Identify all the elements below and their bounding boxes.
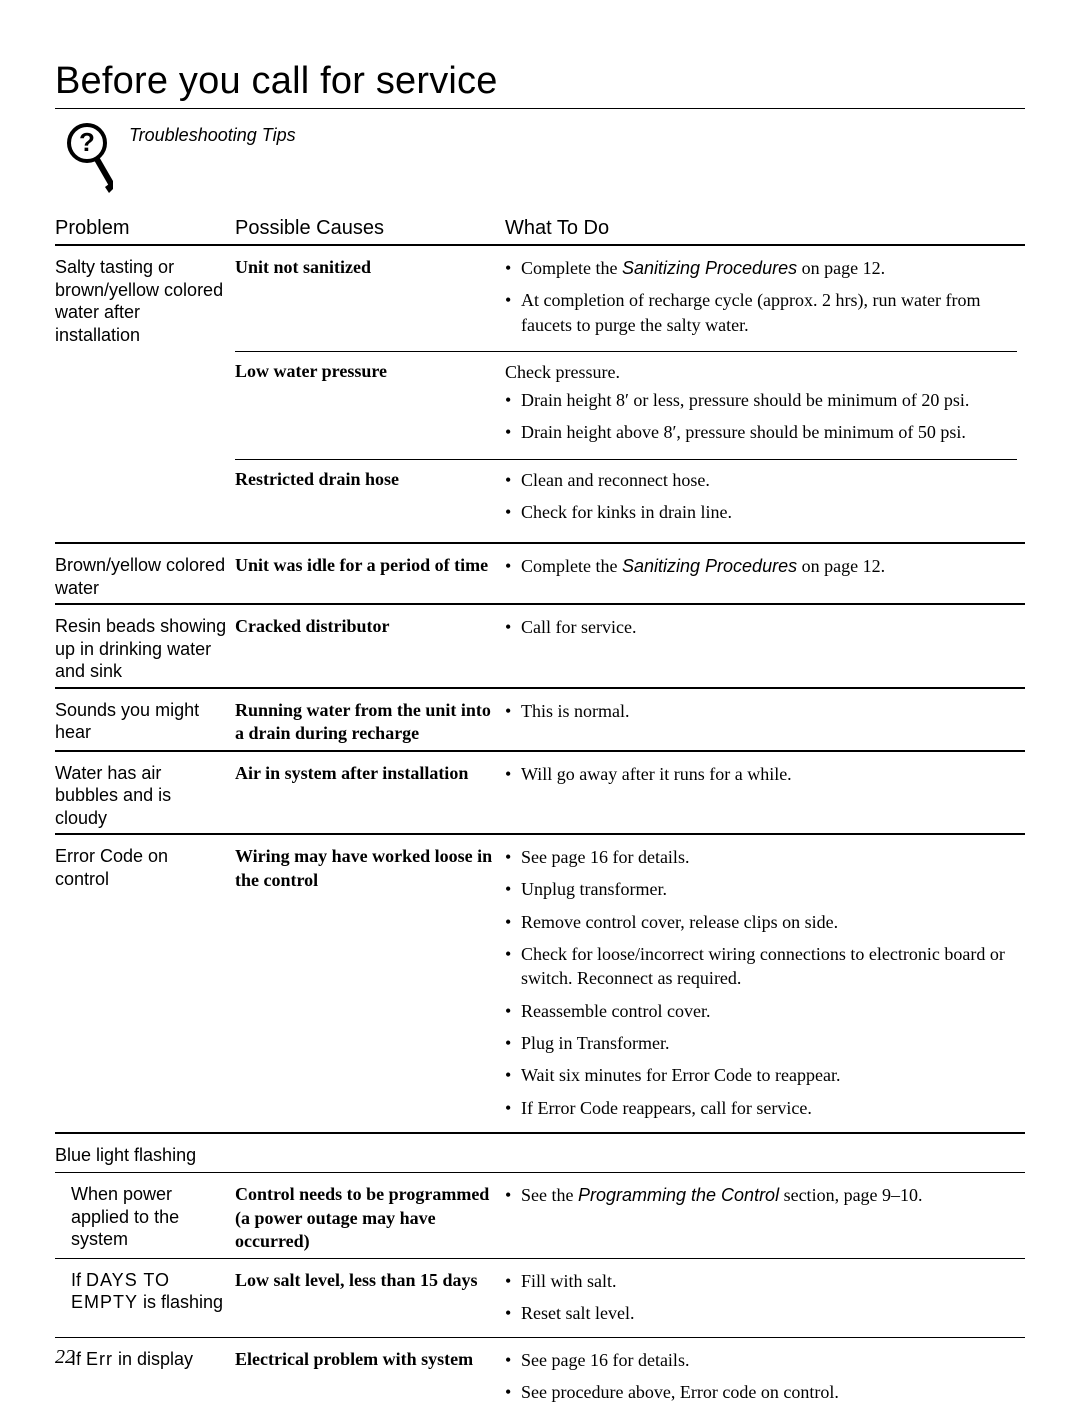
- action-em: Sanitizing Procedures: [622, 258, 797, 278]
- action-text: on page 12.: [797, 258, 885, 278]
- magnifier-question-icon: ?: [65, 121, 113, 197]
- action-item: Unplug transformer.: [505, 877, 1025, 901]
- table-row: If DAYS TO EMPTY is flashing Low salt le…: [55, 1259, 1025, 1339]
- action-list: See the Programming the Control section,…: [505, 1183, 1025, 1253]
- cause-group: Unit not sanitized Complete the Sanitizi…: [235, 256, 1017, 352]
- cause-text: Running water from the unit into a drain…: [235, 699, 505, 746]
- action-text: Complete the: [521, 258, 622, 278]
- action-item: Will go away after it runs for a while.: [505, 762, 1025, 786]
- action-list: See page 16 for details. Unplug transfor…: [505, 845, 1025, 1128]
- cause-text: Air in system after installation: [235, 762, 505, 830]
- action-item: Reset salt level.: [505, 1301, 1025, 1325]
- action-text: See the: [521, 1185, 578, 1205]
- header-problem: Problem: [55, 217, 235, 240]
- table-row: If Err in display Electrical problem wit…: [55, 1338, 1025, 1417]
- action-item: If Error Code reappears, call for servic…: [505, 1096, 1025, 1120]
- action-item: This is normal.: [505, 699, 1025, 723]
- action-text: Complete the: [521, 556, 622, 576]
- tips-label: Troubleshooting Tips: [129, 121, 296, 146]
- table-row: Error Code on control Wiring may have wo…: [55, 835, 1025, 1134]
- action-item: Call for service.: [505, 615, 1025, 639]
- action-item: Clean and reconnect hose.: [505, 468, 1017, 492]
- action-list: Fill with salt. Reset salt level.: [505, 1269, 1025, 1334]
- cause-text: Electrical problem with system: [235, 1348, 505, 1413]
- action-item: See procedure above, Error code on contr…: [505, 1380, 1025, 1404]
- cause-group: Restricted drain hose Clean and reconnec…: [235, 468, 1017, 533]
- action-item: Wait six minutes for Error Code to reapp…: [505, 1063, 1025, 1087]
- cause-text: Wiring may have worked loose in the cont…: [235, 845, 505, 1128]
- action-item: Fill with salt.: [505, 1269, 1025, 1293]
- action-item: Drain height 8′ or less, pressure should…: [505, 388, 1017, 412]
- problem-cell: Error Code on control: [55, 845, 235, 1128]
- action-item: Complete the Sanitizing Procedures on pa…: [505, 256, 1017, 280]
- action-list: See page 16 for details. See procedure a…: [505, 1348, 1025, 1413]
- problem-cell: If DAYS TO EMPTY is flashing: [55, 1269, 235, 1334]
- action-list: Clean and reconnect hose. Check for kink…: [505, 468, 1017, 533]
- header-cause: Possible Causes: [235, 217, 505, 240]
- action-item: Check for loose/incorrect wiring connect…: [505, 942, 1025, 991]
- action-item: Drain height above 8′, pressure should b…: [505, 420, 1017, 444]
- action-item: Remove control cover, release clips on s…: [505, 910, 1025, 934]
- table-row: Resin beads showing up in drinking water…: [55, 605, 1025, 689]
- action-list: Complete the Sanitizing Procedures on pa…: [505, 554, 1025, 599]
- action-item: See the Programming the Control section,…: [505, 1183, 1025, 1207]
- action-list: Check pressure. Drain height 8′ or less,…: [505, 360, 1017, 453]
- question-glyph: ?: [79, 127, 95, 157]
- problem-cell: Resin beads showing up in drinking water…: [55, 615, 235, 683]
- action-item: Check for kinks in drain line.: [505, 500, 1017, 524]
- action-em: Programming the Control: [578, 1185, 779, 1205]
- title-rule: [55, 108, 1025, 109]
- cause-text: Low water pressure: [235, 360, 505, 453]
- cause-text: Restricted drain hose: [235, 468, 505, 533]
- page-title: Before you call for service: [55, 60, 1025, 103]
- problem-cell: Water has air bubbles and is cloudy: [55, 762, 235, 830]
- action-item: See page 16 for details.: [505, 1348, 1025, 1372]
- action-list: Complete the Sanitizing Procedures on pa…: [505, 256, 1017, 345]
- problem-cell: Sounds you might hear: [55, 699, 235, 746]
- action-text: on page 12.: [797, 556, 885, 576]
- cause-text: Cracked distributor: [235, 615, 505, 683]
- problem-text: in display: [113, 1349, 193, 1369]
- action-list: Call for service.: [505, 615, 1025, 683]
- page: Before you call for service ? Troublesho…: [0, 0, 1080, 1397]
- problem-cell: Salty tasting or brown/yellow colored wa…: [55, 256, 235, 538]
- action-item: See page 16 for details.: [505, 845, 1025, 869]
- action-item: Plug in Transformer.: [505, 1031, 1025, 1055]
- cause-action-block: Unit not sanitized Complete the Sanitizi…: [235, 256, 1025, 538]
- cause-text: Unit was idle for a period of time: [235, 554, 505, 599]
- action-em: Sanitizing Procedures: [622, 556, 797, 576]
- problem-cell: Brown/yellow colored water: [55, 554, 235, 599]
- table-row: Salty tasting or brown/yellow colored wa…: [55, 246, 1025, 544]
- table-row: When power applied to the system Control…: [55, 1173, 1025, 1258]
- problem-code: Err: [86, 1349, 113, 1369]
- problem-cell: When power applied to the system: [55, 1183, 235, 1253]
- action-text: section, page 9–10.: [779, 1185, 922, 1205]
- cause-text: Control needs to be programmed (a power …: [235, 1183, 505, 1253]
- problem-text: is flashing: [138, 1292, 223, 1312]
- action-item: At completion of recharge cycle (approx.…: [505, 288, 1017, 337]
- table-row: Brown/yellow colored water Unit was idle…: [55, 544, 1025, 605]
- action-item: Reassemble control cover.: [505, 999, 1025, 1023]
- cause-group: Low water pressure Check pressure. Drain…: [235, 360, 1017, 460]
- cause-text: Unit not sanitized: [235, 256, 505, 345]
- action-item: Check pressure.: [505, 360, 1017, 384]
- action-item: Complete the Sanitizing Procedures on pa…: [505, 554, 1025, 578]
- table-row: Water has air bubbles and is cloudy Air …: [55, 752, 1025, 836]
- table-header: Problem Possible Causes What To Do: [55, 217, 1025, 246]
- problem-text: If: [71, 1270, 86, 1290]
- subheading-row: Blue light flashing: [55, 1134, 1025, 1174]
- cause-text: Low salt level, less than 15 days: [235, 1269, 505, 1334]
- page-number: 22: [55, 1346, 75, 1369]
- table-row: Sounds you might hear Running water from…: [55, 689, 1025, 752]
- subheading-label: Blue light flashing: [55, 1144, 1025, 1167]
- action-list: Will go away after it runs for a while.: [505, 762, 1025, 830]
- action-list: This is normal.: [505, 699, 1025, 746]
- troubleshooting-table: Problem Possible Causes What To Do Salty…: [55, 217, 1025, 1417]
- tips-row: ? Troubleshooting Tips: [55, 121, 1025, 197]
- problem-cell: If Err in display: [55, 1348, 235, 1413]
- header-action: What To Do: [505, 217, 1025, 240]
